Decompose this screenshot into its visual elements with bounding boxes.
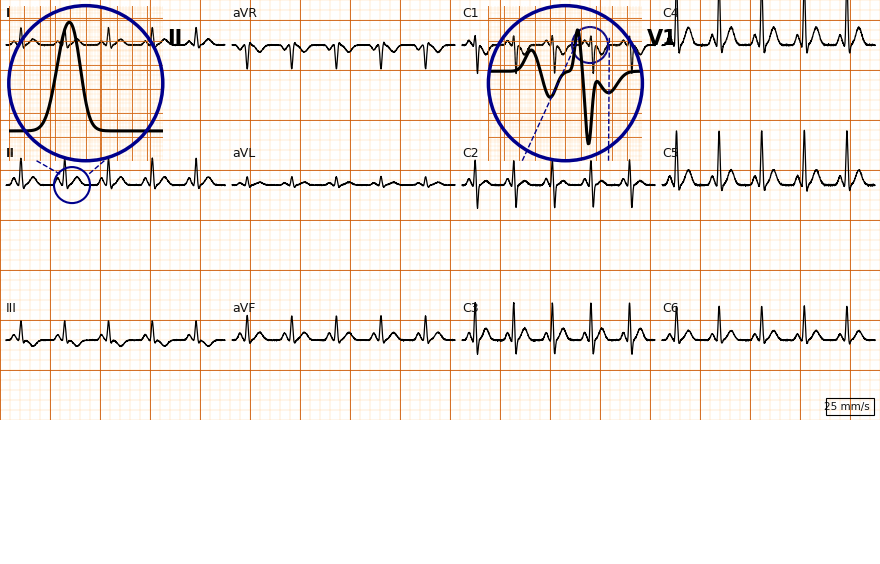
Text: C4: C4 [662, 7, 678, 20]
Bar [826, 398, 874, 415]
Text: II: II [6, 147, 15, 160]
Text: C1: C1 [462, 7, 479, 20]
Text: III: III [6, 302, 17, 315]
Text: aVL: aVL [232, 147, 255, 160]
Text: C3: C3 [462, 302, 479, 315]
Text: C5: C5 [662, 147, 678, 160]
Text: I: I [6, 7, 11, 20]
Text: C2: C2 [462, 147, 479, 160]
Text: 25 mm/s: 25 mm/s [825, 402, 870, 412]
Text: C6: C6 [662, 302, 678, 315]
Text: V1: V1 [647, 29, 678, 49]
Text: II: II [167, 29, 182, 49]
Text: aVR: aVR [232, 7, 257, 20]
Text: aVF: aVF [232, 302, 255, 315]
